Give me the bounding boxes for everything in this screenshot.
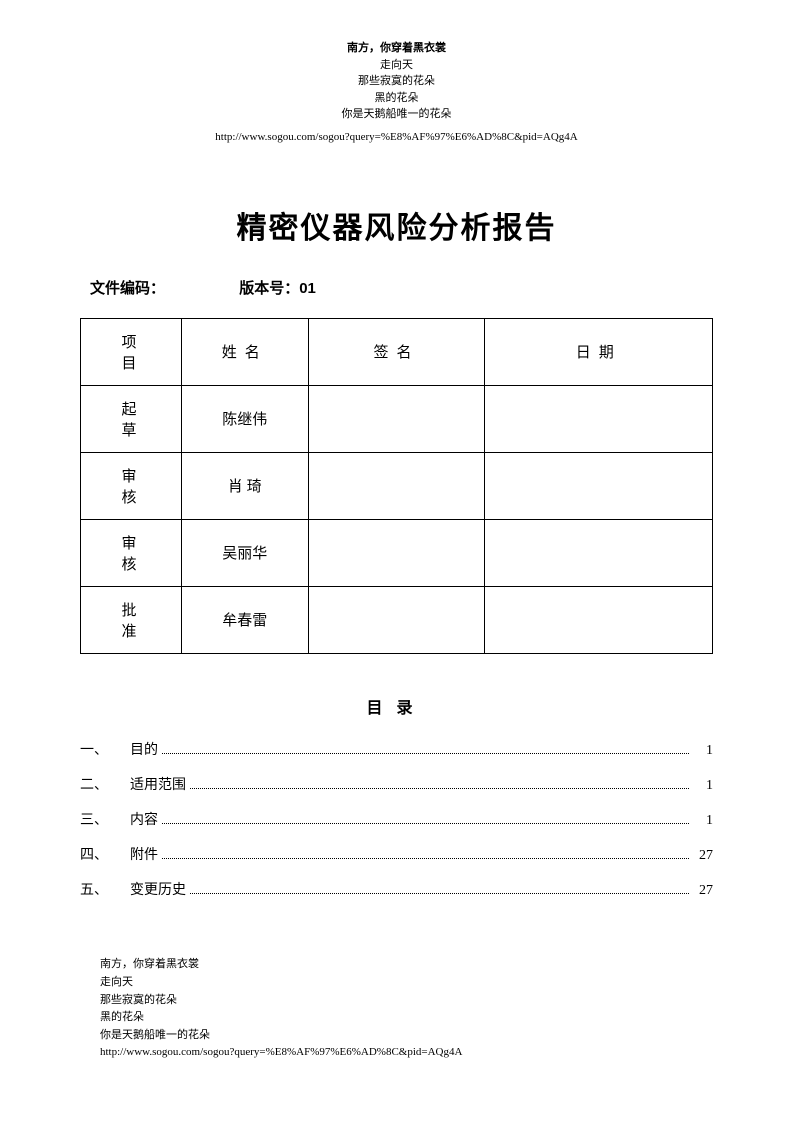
toc-label: 适用范围 <box>130 773 186 798</box>
cell-name: 牟春雷 <box>182 586 308 653</box>
footer-poem: 南方，你穿着黑衣裳 走向天 那些寂寞的花朵 黑的花朵 你是天鹅船唯一的花朵 ht… <box>100 956 462 1062</box>
header-url: http://www.sogou.com/sogou?query=%E8%AF%… <box>80 131 713 143</box>
cell-project: 批准 <box>81 586 182 653</box>
cell-date <box>485 586 713 653</box>
toc-page: 27 <box>693 878 713 903</box>
header-project: 项目 <box>81 318 182 385</box>
poem-line-4: 你是天鹅船唯一的花朵 <box>80 106 713 123</box>
poem-line-1: 走向天 <box>80 57 713 74</box>
table-header-row: 项目 姓名 签名 日期 <box>81 318 713 385</box>
toc-page: 1 <box>693 773 713 798</box>
table-row: 起草 陈继伟 <box>81 385 713 452</box>
footer-poem-line-1: 走向天 <box>100 974 462 992</box>
poem-line-0: 南方，你穿着黑衣裳 <box>80 40 713 57</box>
cell-project: 起草 <box>81 385 182 452</box>
toc-num: 二、 <box>80 773 130 798</box>
toc-item: 五、 变更历史 27 <box>80 878 713 903</box>
cell-name: 吴丽华 <box>182 519 308 586</box>
toc-dots <box>162 858 689 859</box>
toc-dots <box>190 788 689 789</box>
toc-label: 附件 <box>130 843 158 868</box>
footer-poem-line-3: 黑的花朵 <box>100 1009 462 1027</box>
toc-page: 1 <box>693 808 713 833</box>
toc-num: 一、 <box>80 738 130 763</box>
footer-poem-line-2: 那些寂寞的花朵 <box>100 992 462 1010</box>
cell-name: 陈继伟 <box>182 385 308 452</box>
toc-item: 三、 内容 1 <box>80 808 713 833</box>
cell-name: 肖 琦 <box>182 452 308 519</box>
toc-item: 二、 适用范围 1 <box>80 773 713 798</box>
header-name: 姓名 <box>182 318 308 385</box>
document-info: 文件编码： 版本号：01 <box>80 277 713 298</box>
toc-num: 五、 <box>80 878 130 903</box>
toc-num: 四、 <box>80 843 130 868</box>
footer-url: http://www.sogou.com/sogou?query=%E8%AF%… <box>100 1044 462 1062</box>
document-title: 精密仪器风险分析报告 <box>80 203 713 247</box>
table-row: 审核 吴丽华 <box>81 519 713 586</box>
cell-sign <box>308 385 485 452</box>
toc-page: 1 <box>693 738 713 763</box>
footer-poem-line-4: 你是天鹅船唯一的花朵 <box>100 1027 462 1045</box>
footer-poem-line-0: 南方，你穿着黑衣裳 <box>100 956 462 974</box>
table-row: 批准 牟春雷 <box>81 586 713 653</box>
toc-dots <box>162 753 689 754</box>
toc-item: 四、 附件 27 <box>80 843 713 868</box>
cell-sign <box>308 452 485 519</box>
version-label: 版本号：01 <box>239 277 316 298</box>
toc-dots <box>190 893 689 894</box>
toc-list: 一、 目的 1 二、 适用范围 1 三、 内容 1 四、 附件 27 五、 变更… <box>80 738 713 904</box>
cell-date <box>485 385 713 452</box>
cell-date <box>485 452 713 519</box>
cell-project: 审核 <box>81 452 182 519</box>
header-date: 日期 <box>485 318 713 385</box>
cell-sign <box>308 586 485 653</box>
header-sign: 签名 <box>308 318 485 385</box>
table-row: 审核 肖 琦 <box>81 452 713 519</box>
cell-date <box>485 519 713 586</box>
toc-label: 内容 <box>130 808 158 833</box>
toc-page: 27 <box>693 843 713 868</box>
toc-item: 一、 目的 1 <box>80 738 713 763</box>
toc-label: 目的 <box>130 738 158 763</box>
toc-label: 变更历史 <box>130 878 186 903</box>
file-code-label: 文件编码： <box>90 277 165 298</box>
toc-num: 三、 <box>80 808 130 833</box>
cell-project: 审核 <box>81 519 182 586</box>
header-poem: 南方，你穿着黑衣裳 走向天 那些寂寞的花朵 黑的花朵 你是天鹅船唯一的花朵 <box>80 40 713 123</box>
poem-line-3: 黑的花朵 <box>80 90 713 107</box>
toc-title: 目录 <box>80 694 713 718</box>
cell-sign <box>308 519 485 586</box>
toc-dots <box>162 823 689 824</box>
poem-line-2: 那些寂寞的花朵 <box>80 73 713 90</box>
approval-table: 项目 姓名 签名 日期 起草 陈继伟 审核 肖 琦 审核 吴丽华 批准 牟春雷 <box>80 318 713 654</box>
